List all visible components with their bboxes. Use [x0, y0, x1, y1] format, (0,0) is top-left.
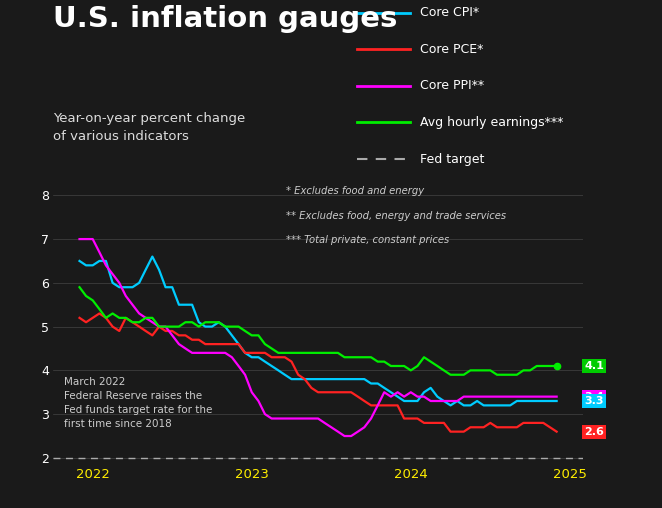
Text: U.S. inflation gauges: U.S. inflation gauges — [53, 5, 397, 33]
Text: Core CPI*: Core CPI* — [420, 6, 479, 19]
Text: 2.6: 2.6 — [584, 427, 604, 437]
Text: Avg hourly earnings***: Avg hourly earnings*** — [420, 116, 564, 129]
Text: Fed target: Fed target — [420, 152, 485, 166]
Text: 3.4: 3.4 — [584, 392, 604, 402]
Text: Core PCE*: Core PCE* — [420, 43, 484, 56]
Text: 4.1: 4.1 — [584, 361, 604, 371]
Text: Core PPI**: Core PPI** — [420, 79, 485, 92]
Text: Year-on-year percent change
of various indicators: Year-on-year percent change of various i… — [53, 112, 245, 143]
Text: ** Excludes food, energy and trade services: ** Excludes food, energy and trade servi… — [286, 210, 506, 220]
Text: * Excludes food and energy: * Excludes food and energy — [286, 186, 424, 196]
Text: 3.3: 3.3 — [584, 396, 604, 406]
Text: *** Total private, constant prices: *** Total private, constant prices — [286, 235, 449, 245]
Text: March 2022
Federal Reserve raises the
Fed funds target rate for the
first time s: March 2022 Federal Reserve raises the Fe… — [64, 377, 212, 429]
